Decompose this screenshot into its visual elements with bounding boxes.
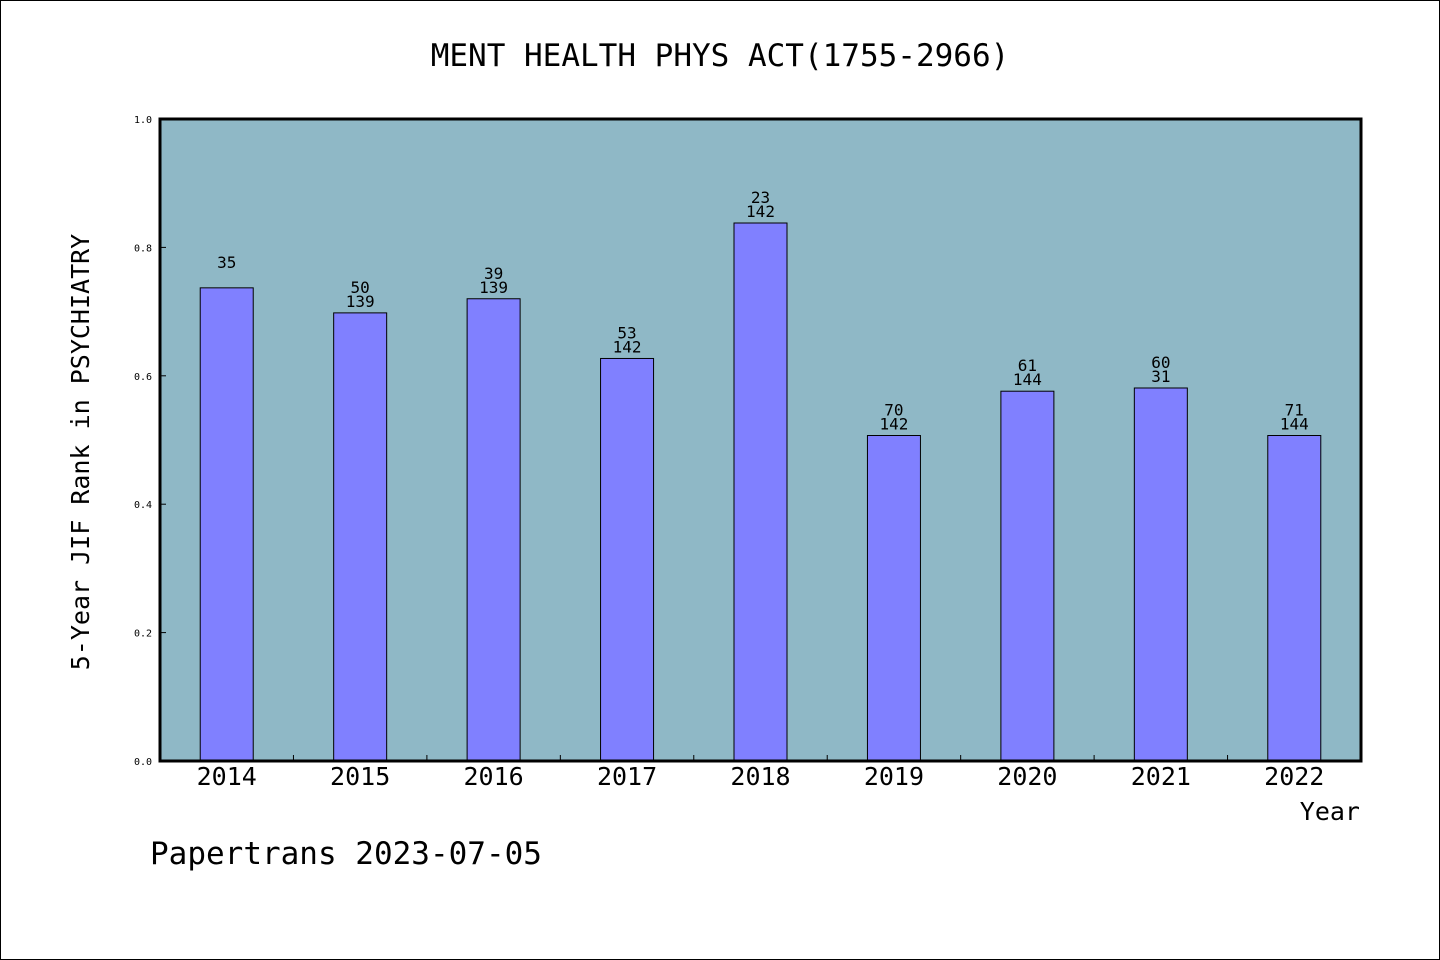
x-tick-label-2022: 2022: [1264, 762, 1324, 791]
bar-2020: [1000, 390, 1055, 762]
x-tick-label-2019: 2019: [864, 762, 924, 791]
data-label-total-2019: 142: [879, 415, 908, 434]
y-tick-label: 0.2: [134, 629, 152, 640]
data-label-rank-2020: 61: [1018, 356, 1037, 375]
data-label-rank-2019: 70: [884, 401, 903, 420]
data-label-rank-2018: 23: [751, 188, 770, 207]
bar-2015: [333, 312, 388, 762]
plot-border: [158, 117, 1363, 763]
bar-2016: [466, 298, 521, 762]
x-tick-label-2021: 2021: [1131, 762, 1191, 791]
x-axis-label: Year: [1300, 797, 1360, 826]
y-axis-label: 5-Year JIF Rank in PSYCHIATRY: [66, 234, 95, 671]
bar-2018: [733, 222, 788, 762]
data-label-total-2022: 144: [1280, 415, 1309, 434]
y-tick-label: 0.4: [134, 500, 152, 511]
data-label-rank-2016: 39: [484, 264, 503, 283]
y-tick-label: 1.0: [134, 115, 152, 126]
data-label-rank-2015: 50: [351, 278, 370, 297]
x-tick-label-2015: 2015: [330, 762, 390, 791]
bar-2014: [199, 287, 254, 762]
data-label-total-2020: 144: [1013, 370, 1042, 389]
footer-text: Papertrans 2023-07-05: [150, 836, 542, 872]
bar-2017: [600, 357, 655, 762]
data-label-total-2015: 139: [346, 292, 375, 311]
data-label-total-2016: 139: [479, 278, 508, 297]
axis-ticks: 2014 2015 2016 2017 2018 2019 2020 2021 2022 0.0 0…: [134, 115, 1324, 791]
x-tick-label-2017: 2017: [597, 762, 657, 791]
y-tick-label: 0.8: [134, 243, 152, 254]
x-tick-label-2020: 2020: [997, 762, 1057, 791]
y-tick-label: 0.6: [134, 372, 152, 383]
y-tick-label: 0.0: [134, 757, 152, 768]
data-label-rank-2017: 53: [617, 323, 636, 342]
data-label-rank-2021: 60: [1151, 353, 1170, 372]
bar-2019: [866, 435, 921, 762]
data-label-total-2018: 142: [746, 202, 775, 221]
data-label-rank-2022: 71: [1285, 401, 1304, 420]
x-tick-label-2014: 2014: [197, 762, 257, 791]
data-label-total-2021: 31: [1151, 367, 1170, 386]
x-tick-label-2016: 2016: [464, 762, 524, 791]
bar-2022: [1267, 435, 1322, 762]
chart-title: MENT HEALTH PHYS ACT(1755-2966): [431, 38, 1010, 74]
data-label-total-2017: 142: [613, 337, 642, 356]
data-label-rank-2014: 35: [217, 253, 236, 272]
bar-2021: [1133, 387, 1188, 762]
x-tick-label-2018: 2018: [730, 762, 790, 791]
